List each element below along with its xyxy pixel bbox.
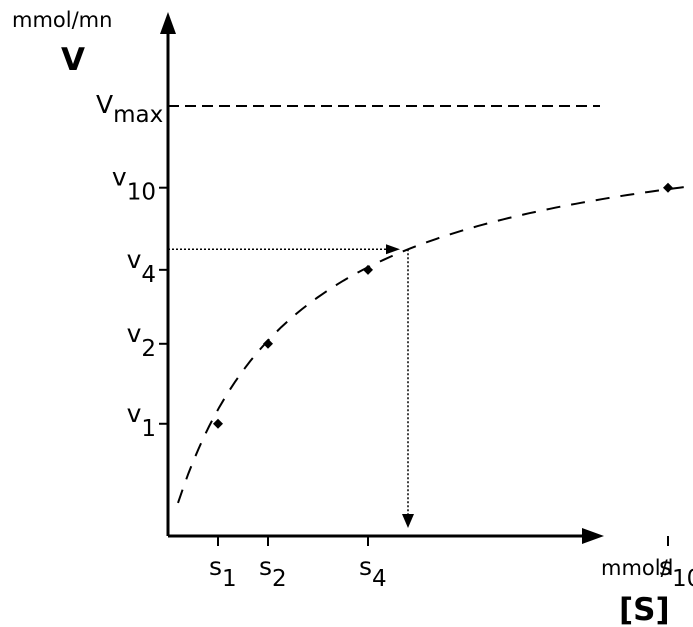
- data-point: [213, 418, 223, 429]
- x-axis-symbol: [S]: [619, 592, 670, 627]
- y-tick-label: v2: [127, 319, 156, 362]
- y-tick-label-main: v: [127, 399, 142, 428]
- x-tick-label: s2: [259, 552, 287, 592]
- x-tick-label-main: s: [259, 552, 272, 581]
- vmax-label-main: V: [96, 90, 113, 119]
- x-tick-label-sub: 2: [272, 566, 287, 592]
- x-tick-label: s4: [359, 552, 387, 592]
- y-tick-label-main: v: [112, 163, 127, 192]
- y-tick-label: v1: [127, 399, 156, 442]
- x-tick-label-main: s: [659, 552, 672, 581]
- saturation-curve: [177, 184, 693, 504]
- y-tick-label-sub: 10: [127, 180, 156, 206]
- y-tick-label-main: v: [127, 319, 142, 348]
- y-tick-label: v10: [112, 163, 156, 206]
- y-tick-label-sub: 2: [141, 336, 156, 362]
- y-axis-symbol: V: [61, 42, 85, 78]
- data-point: [663, 182, 673, 193]
- readout-vertical-arrow: [402, 514, 414, 528]
- y-tick-label: v4: [127, 245, 156, 288]
- y-axis-unit: mmol/mn: [12, 8, 112, 32]
- readout-lines: [168, 244, 414, 528]
- y-tick-label-sub: 1: [141, 416, 156, 442]
- vmax-label: Vmax: [96, 90, 163, 128]
- y-tick-label-sub: 4: [141, 262, 156, 288]
- data-points: [213, 182, 673, 429]
- data-point: [263, 338, 273, 349]
- y-axis: [160, 12, 176, 536]
- x-axis-arrow: [582, 528, 604, 544]
- x-tick-label: s10: [659, 552, 693, 592]
- y-tick-label-main: v: [127, 245, 142, 274]
- x-tick-label-sub: 1: [222, 566, 237, 592]
- vmax-label-sub: max: [113, 102, 163, 128]
- x-axis-unit: mmol/l: [601, 556, 674, 580]
- x-tick-label-main: s: [359, 552, 372, 581]
- x-tick-label: s1: [209, 552, 237, 592]
- readout-horizontal-arrow: [386, 244, 400, 255]
- x-axis: [168, 528, 604, 544]
- y-axis-arrow: [160, 12, 176, 34]
- data-point: [363, 264, 373, 275]
- x-ticks: s1s2s4s10: [209, 536, 693, 592]
- x-tick-label-sub: 10: [672, 566, 693, 592]
- x-tick-label-sub: 4: [372, 566, 387, 592]
- x-tick-label-main: s: [209, 552, 222, 581]
